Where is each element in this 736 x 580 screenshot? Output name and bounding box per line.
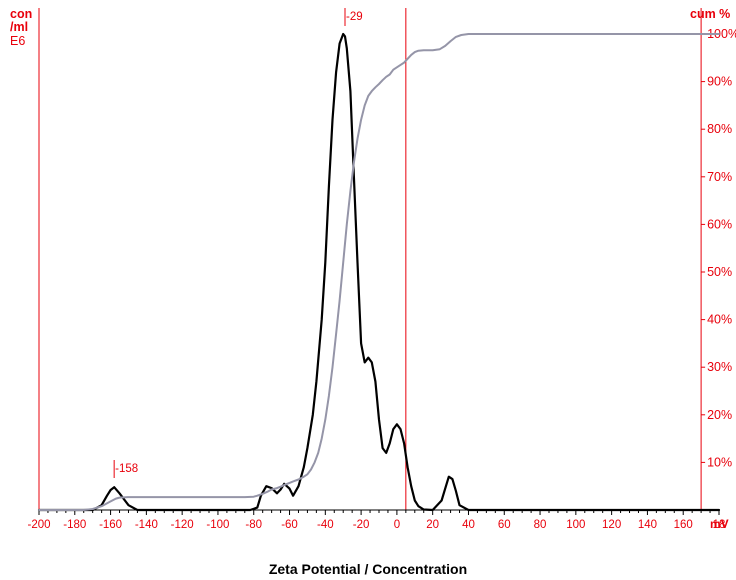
x-tick-label: -180 — [63, 519, 86, 531]
y-left-label-line-1: con — [10, 7, 32, 21]
x-tick-label: 80 — [534, 519, 547, 531]
y-right-tick-label: 80% — [707, 122, 732, 136]
y-right-tick-label: 20% — [707, 408, 732, 422]
y-right-tick-label: 70% — [707, 170, 732, 184]
series-layer — [37, 32, 721, 512]
y-right-tick-label: 90% — [707, 75, 732, 89]
y-right-tick-label: 100% — [707, 27, 736, 41]
x-tick-label: 100 — [566, 519, 585, 531]
x-tick-label: 160 — [674, 519, 693, 531]
y-right-tick-label: 40% — [707, 313, 732, 327]
x-tick-label: -80 — [245, 519, 262, 531]
x-tick-label: 0 — [394, 519, 400, 531]
x-tick-label: -160 — [99, 519, 122, 531]
x-tick-label: 140 — [638, 519, 657, 531]
x-tick-label: 18 — [713, 519, 726, 531]
y-right-tick-labels: 10% 20% 30% 40% 50% 60% 70% 80% 90% 100% — [707, 27, 736, 469]
x-tick-label: -140 — [135, 519, 158, 531]
x-tick-label: -40 — [317, 519, 334, 531]
x-tick-label: -60 — [281, 519, 298, 531]
y-right-tick-label: 10% — [707, 455, 732, 469]
x-tick-label: 60 — [498, 519, 511, 531]
chart-title: Zeta Potential / Concentration — [269, 561, 467, 577]
peak-label: -29 — [346, 11, 363, 23]
x-tick-label: -20 — [353, 519, 370, 531]
peak-label: -158 — [115, 463, 138, 475]
concentration-line — [37, 32, 721, 512]
x-tick-label: 40 — [462, 519, 475, 531]
cumulative-percent-line — [38, 33, 720, 511]
x-tick-label: -120 — [171, 519, 194, 531]
x-tick-labels: -200 -180 -160 -140 -120 -100 -80 -60 -40 -20 0 20 4… — [27, 519, 725, 531]
peak-annotations: -158 -29 — [113, 8, 363, 478]
x-tick-label: -100 — [206, 519, 229, 531]
x-tick-label: 120 — [602, 519, 621, 531]
x-unit-label: mV — [710, 517, 729, 531]
y-right-tick-label: 60% — [707, 217, 732, 231]
y-right-label: cum % — [690, 7, 730, 21]
y-right-tick-label: 30% — [707, 360, 732, 374]
y-left-label-line-2: /ml — [10, 20, 28, 34]
y-left-label-line-3: E6 — [10, 34, 25, 48]
x-tick-label: -200 — [27, 519, 50, 531]
reference-lines — [38, 8, 702, 510]
y-right-ticks — [701, 33, 706, 463]
x-tick-label: 20 — [426, 519, 439, 531]
y-right-tick-label: 50% — [707, 265, 732, 279]
